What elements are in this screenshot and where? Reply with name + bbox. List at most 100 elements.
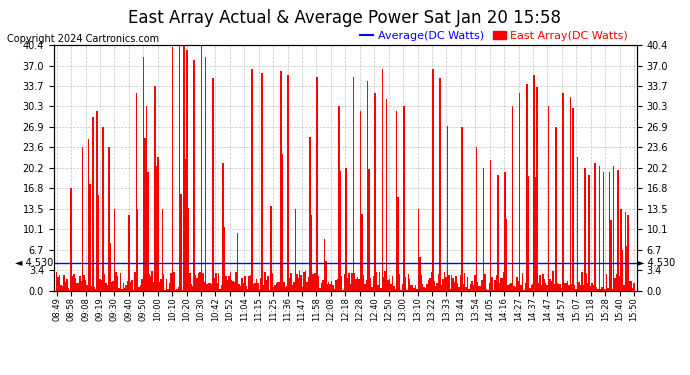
Bar <box>92 117 94 291</box>
Bar <box>395 288 396 291</box>
Bar <box>140 285 141 291</box>
Bar <box>205 57 206 291</box>
Bar <box>253 284 254 291</box>
Bar <box>108 147 110 291</box>
Bar <box>148 273 150 291</box>
Bar <box>153 282 155 291</box>
Bar <box>542 274 544 291</box>
Bar <box>484 274 486 291</box>
Bar <box>124 288 126 291</box>
Bar <box>62 286 63 291</box>
Bar <box>471 281 473 291</box>
Bar <box>248 276 250 291</box>
Bar <box>134 272 135 291</box>
Bar <box>620 209 622 291</box>
Bar <box>247 289 248 291</box>
Bar <box>529 288 531 291</box>
Bar <box>221 285 222 291</box>
Bar <box>112 281 114 291</box>
Bar <box>190 284 192 291</box>
Bar <box>295 209 296 291</box>
Bar <box>541 285 542 291</box>
Bar <box>83 275 85 291</box>
Bar <box>170 273 172 291</box>
Bar <box>413 288 415 291</box>
Bar <box>606 274 607 291</box>
Bar <box>573 108 574 291</box>
Bar <box>56 273 57 291</box>
Bar <box>470 284 471 291</box>
Bar <box>68 288 69 291</box>
Bar <box>351 273 353 291</box>
Bar <box>115 272 117 291</box>
Bar <box>195 275 197 291</box>
Bar <box>317 76 318 291</box>
Bar <box>594 163 595 291</box>
Bar <box>176 289 177 291</box>
Bar <box>114 209 115 291</box>
Bar <box>552 272 553 291</box>
Bar <box>88 139 89 291</box>
Bar <box>139 287 140 291</box>
Bar <box>155 86 156 291</box>
Bar <box>150 276 152 291</box>
Bar <box>387 280 388 291</box>
Text: ► 4.530: ► 4.530 <box>638 258 676 268</box>
Bar <box>286 286 288 291</box>
Bar <box>384 272 386 291</box>
Bar <box>553 284 555 291</box>
Bar <box>578 282 580 291</box>
Bar <box>132 290 134 291</box>
Bar <box>408 274 409 291</box>
Bar <box>565 283 566 291</box>
Bar <box>486 289 487 291</box>
Bar <box>147 172 148 291</box>
Bar <box>144 138 146 291</box>
Bar <box>632 288 633 291</box>
Bar <box>290 273 292 291</box>
Bar <box>335 280 337 291</box>
Bar <box>590 286 591 291</box>
Bar <box>416 289 417 291</box>
Bar <box>296 274 297 291</box>
Bar <box>90 286 92 291</box>
Bar <box>215 273 217 291</box>
Bar <box>211 284 213 291</box>
Bar <box>304 272 305 291</box>
Bar <box>313 273 315 291</box>
Bar <box>609 172 610 291</box>
Bar <box>367 81 368 291</box>
Bar <box>177 287 179 291</box>
Bar <box>235 273 237 291</box>
Bar <box>506 219 507 291</box>
Bar <box>607 288 609 291</box>
Bar <box>201 45 202 291</box>
Bar <box>267 276 268 291</box>
Bar <box>382 69 383 291</box>
Bar <box>593 285 594 291</box>
Bar <box>616 274 618 291</box>
Bar <box>143 57 144 291</box>
Bar <box>224 226 225 291</box>
Bar <box>526 84 528 291</box>
Bar <box>376 272 377 291</box>
Bar <box>312 274 313 291</box>
Bar <box>536 87 538 291</box>
Bar <box>111 282 112 291</box>
Bar <box>487 290 489 291</box>
Bar <box>473 285 474 291</box>
Bar <box>355 279 357 291</box>
Bar <box>397 197 399 291</box>
Bar <box>273 287 275 291</box>
Bar <box>172 47 173 291</box>
Bar <box>339 171 341 291</box>
Bar <box>569 97 571 291</box>
Bar <box>104 274 105 291</box>
Bar <box>95 289 97 291</box>
Bar <box>94 286 95 291</box>
Bar <box>475 147 477 291</box>
Bar <box>551 280 552 291</box>
Bar <box>184 46 185 291</box>
Bar <box>306 282 308 291</box>
Bar <box>449 289 451 291</box>
